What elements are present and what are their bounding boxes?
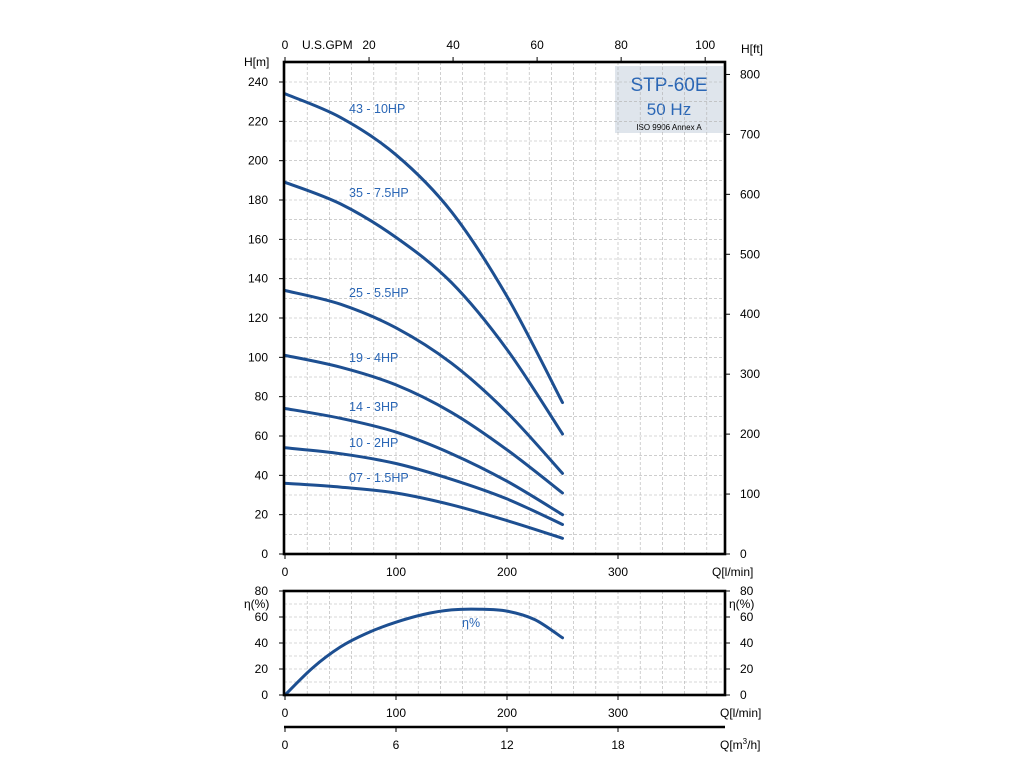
model-box-bg xyxy=(615,66,723,133)
head-ytick-label-100: 100 xyxy=(248,350,268,364)
head-ft-tick-label-700: 700 xyxy=(740,127,760,141)
eff-ytick-label-0: 0 xyxy=(261,688,268,702)
m3h-tick-label-12: 12 xyxy=(500,738,514,752)
head-xtick-label-0: 0 xyxy=(282,565,289,579)
eff-xlabel: Q[l/min] xyxy=(720,706,761,720)
head-ytick-label-140: 140 xyxy=(248,272,268,286)
eff-ytick-label-right-20: 20 xyxy=(740,662,754,676)
model-standard: ISO 9906 Annex A xyxy=(636,123,702,132)
m3h-xlabel: Q[m3/h] xyxy=(720,737,760,752)
head-ytick-label-0: 0 xyxy=(261,547,268,561)
head-curve-2 xyxy=(283,289,564,475)
head-curve-label-3: 19 - 4HP xyxy=(349,351,398,365)
m3h-tick-label-0: 0 xyxy=(282,738,289,752)
head-curve-6 xyxy=(283,481,564,540)
head-plot-frame xyxy=(282,60,727,556)
gpm-tick-label-80: 80 xyxy=(614,38,628,52)
head-ft-tick-label-600: 600 xyxy=(740,187,760,201)
head-ytick-label-120: 120 xyxy=(248,311,268,325)
head-ft-tick-label-200: 200 xyxy=(740,427,760,441)
eff-ytick-label-60: 60 xyxy=(255,610,269,624)
gpm-tick-label-100: 100 xyxy=(695,38,715,52)
head-curve-1 xyxy=(283,180,564,436)
head-ytick-label-160: 160 xyxy=(248,232,268,246)
head-ytick-label-220: 220 xyxy=(248,114,268,128)
head-ft-tick-label-100: 100 xyxy=(740,487,760,501)
model-frequency: 50 Hz xyxy=(647,100,691,119)
head-ytick-label-180: 180 xyxy=(248,193,268,207)
model-title: STP-60E xyxy=(630,75,707,96)
head-xlabel: Q[l/min] xyxy=(712,565,753,579)
head-ytick-label-80: 80 xyxy=(255,390,269,404)
head-curve-4 xyxy=(283,407,564,517)
head-ft-tick-label-800: 800 xyxy=(740,67,760,81)
head-curve-label-2: 25 - 5.5HP xyxy=(349,286,409,300)
head-curve-label-0: 43 - 10HP xyxy=(349,102,405,116)
curves-layer xyxy=(283,92,564,697)
head-ylabel-right: H[ft] xyxy=(741,42,763,56)
eff-ytick-label-right-0: 0 xyxy=(740,688,747,702)
gpm-tick-label-40: 40 xyxy=(446,38,460,52)
head-curve-label-1: 35 - 7.5HP xyxy=(349,186,409,200)
head-ft-tick-label-500: 500 xyxy=(740,247,760,261)
head-curve-5 xyxy=(283,446,564,526)
head-curve-3 xyxy=(283,353,564,495)
eff-ylabel: η(%) xyxy=(244,597,269,611)
gpm-tick-label-0: 0 xyxy=(282,38,289,52)
head-ytick-label-240: 240 xyxy=(248,75,268,89)
eff-xtick-label-200: 200 xyxy=(497,706,517,720)
head-curve-label-4: 14 - 3HP xyxy=(349,400,398,414)
model-info-box: STP-60E 50 Hz ISO 9906 Annex A xyxy=(615,66,723,133)
ticks-layer: 0204060801001201401601802002202400100200… xyxy=(248,38,760,752)
m3h-tick-label-6: 6 xyxy=(393,738,400,752)
eff-xtick-label-300: 300 xyxy=(608,706,628,720)
m3h-tick-label-18: 18 xyxy=(611,738,625,752)
gpm-axis-label: U.S.GPM xyxy=(302,38,353,52)
grid-layer xyxy=(284,62,725,695)
head-curve-0 xyxy=(283,92,564,405)
head-ytick-label-20: 20 xyxy=(255,508,269,522)
head-curve-label-6: 07 - 1.5HP xyxy=(349,471,409,485)
eff-ytick-label-80: 80 xyxy=(255,584,269,598)
head-curve-label-5: 10 - 2HP xyxy=(349,436,398,450)
eff-ytick-label-20: 20 xyxy=(255,662,269,676)
frames-layer xyxy=(282,60,727,729)
eff-ytick-label-right-80: 80 xyxy=(740,584,754,598)
head-ytick-label-60: 60 xyxy=(255,429,269,443)
gpm-tick-label-20: 20 xyxy=(362,38,376,52)
eff-xtick-label-0: 0 xyxy=(282,706,289,720)
eff-ytick-label-right-40: 40 xyxy=(740,636,754,650)
eff-ytick-label-right-60: 60 xyxy=(740,610,754,624)
head-ylabel: H[m] xyxy=(244,55,269,69)
head-ytick-label-40: 40 xyxy=(255,468,269,482)
head-xtick-label-100: 100 xyxy=(386,565,406,579)
labels-layer: 43 - 10HP 35 - 7.5HP 25 - 5.5HP 19 - 4HP 14 … xyxy=(244,38,763,752)
head-xtick-label-200: 200 xyxy=(497,565,517,579)
efficiency-curve-label: η% xyxy=(462,616,480,630)
eff-xtick-label-100: 100 xyxy=(386,706,406,720)
efficiency-curve xyxy=(283,607,564,697)
head-ft-tick-label-0: 0 xyxy=(740,547,747,561)
head-xtick-label-300: 300 xyxy=(608,565,628,579)
eff-ylabel-right: η(%) xyxy=(729,597,754,611)
head-ft-tick-label-400: 400 xyxy=(740,307,760,321)
head-ft-tick-label-300: 300 xyxy=(740,367,760,381)
eff-ytick-label-40: 40 xyxy=(255,636,269,650)
head-ytick-label-200: 200 xyxy=(248,154,268,168)
gpm-tick-label-60: 60 xyxy=(530,38,544,52)
